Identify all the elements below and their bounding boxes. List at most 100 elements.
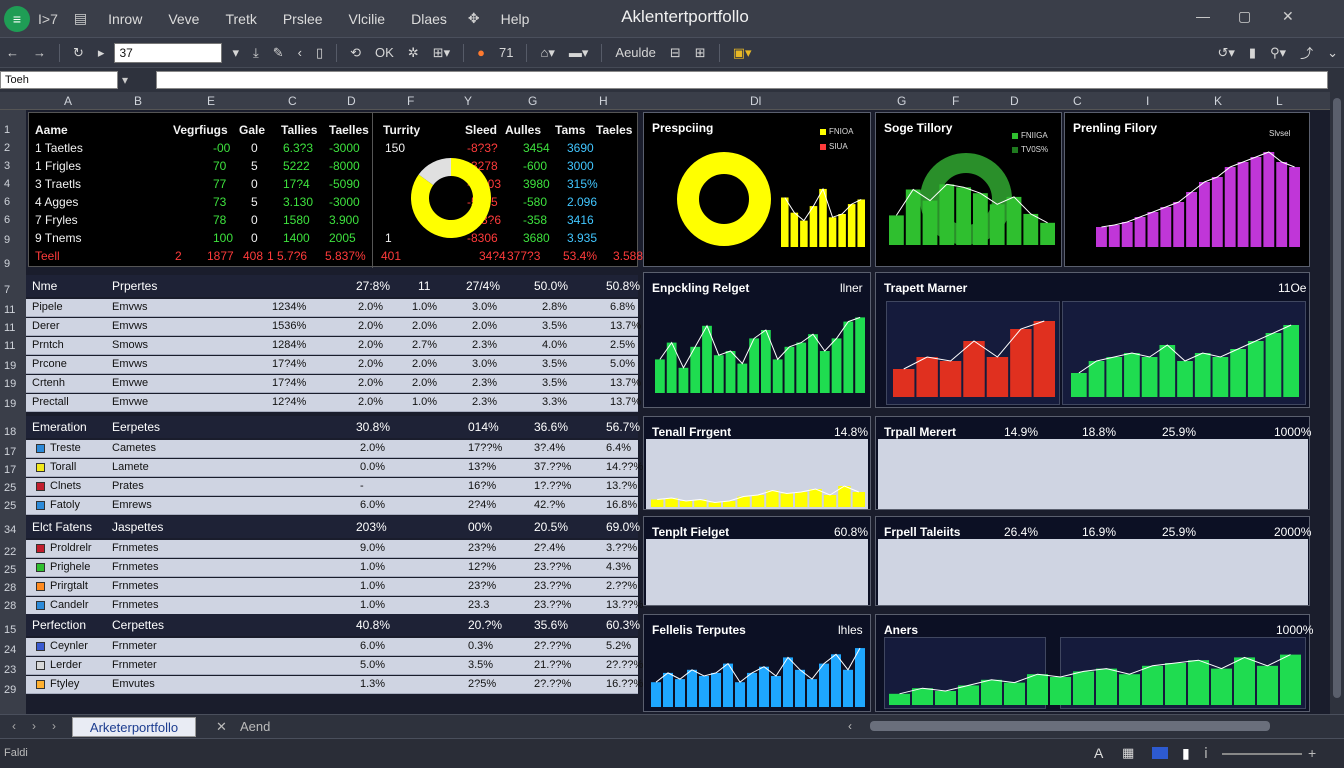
font-size-input[interactable]: 37 <box>114 42 223 63</box>
col-header[interactable]: D <box>347 94 356 108</box>
list-item[interactable]: Prcone Emvws 17?4% 2.0% 2.0% 3.0% 3.5% 5.0% <box>26 356 638 374</box>
zoom-slider[interactable] <box>1222 753 1302 755</box>
row-header[interactable]: 19 <box>4 360 17 372</box>
row-header[interactable]: 15 <box>4 624 17 636</box>
list-item[interactable]: Prirgtalt Frnmetes 1.0% 23?% 23.??% 2.??% <box>26 578 638 596</box>
clipboard-icon[interactable]: ▮ <box>1248 44 1257 60</box>
dropdown-chevron-icon[interactable]: ▾ <box>232 44 239 60</box>
list-item[interactable]: Clnets Prates - 16?% 1?.??% 13.?% <box>26 478 638 496</box>
col-header[interactable]: Dl <box>750 94 762 108</box>
list-item[interactable]: Crtenh Emvwe 17?4% 2.0% 2.0% 2.3% 3.5% 13.7% <box>26 375 641 393</box>
previous-icon[interactable]: ‹ <box>297 45 302 60</box>
share-icon[interactable]: ⤴ <box>1300 46 1314 61</box>
row-header[interactable]: 11 <box>4 322 16 334</box>
row-header[interactable]: 11 <box>4 304 16 316</box>
sheet-tab[interactable]: Aend <box>240 719 271 734</box>
row-header[interactable]: 19 <box>4 398 17 410</box>
col-header[interactable]: K <box>1214 94 1223 108</box>
col-header[interactable]: A <box>64 94 73 108</box>
grid-icon[interactable]: ▤ <box>73 10 88 26</box>
row-header[interactable]: 25 <box>4 500 17 512</box>
col-header[interactable]: L <box>1276 94 1283 108</box>
refresh-icon[interactable]: ⟲ <box>350 44 362 60</box>
row-header[interactable]: 6 <box>4 196 11 208</box>
row-header[interactable]: 9 <box>4 258 11 270</box>
edit-icon[interactable]: ✎ <box>272 44 284 60</box>
font-icon[interactable]: A <box>1094 745 1104 761</box>
forward-icon[interactable]: → <box>33 45 46 60</box>
row-header[interactable]: 9 <box>4 234 11 246</box>
menu-item-1[interactable]: Veve <box>168 10 200 27</box>
menu-item-4[interactable]: Vlcilie <box>348 10 386 27</box>
col-header[interactable]: G <box>528 94 538 108</box>
folder-icon[interactable]: ▬▾ <box>568 44 589 60</box>
tab-scroll-right-icon[interactable]: › <box>32 719 36 733</box>
namebox-chevron-icon[interactable]: ▾ <box>122 73 129 87</box>
color-picker-icon[interactable]: ● <box>477 45 486 60</box>
col-header[interactable]: Y <box>464 94 473 108</box>
row-header[interactable]: 29 <box>4 684 17 696</box>
menu-item-5[interactable]: Dlaes <box>411 10 447 27</box>
row-header[interactable]: 7 <box>4 284 11 296</box>
spreadsheet-grid[interactable]: Aame Vegrfiugs Gale Tallies Taelles Turr… <box>26 110 1330 714</box>
zoom-in-icon[interactable]: + <box>1308 745 1317 761</box>
tab-next-icon[interactable]: › <box>52 719 56 733</box>
list-item[interactable]: Pipele Emvws 1234% 2.0% 1.0% 3.0% 2.8% 6.8% <box>26 299 638 317</box>
undo-icon[interactable]: ↻ <box>73 44 84 60</box>
row-header[interactable]: 18 <box>4 426 17 438</box>
vertical-scrollbar[interactable] <box>1330 92 1344 714</box>
row-header[interactable]: 25 <box>4 564 17 576</box>
row-header[interactable]: 23 <box>4 664 17 676</box>
zoom-out-icon[interactable]: ⅰ <box>1204 745 1208 761</box>
zoom-value[interactable]: 71 <box>499 45 514 60</box>
row-header[interactable]: 3 <box>4 160 11 172</box>
settings-icon[interactable]: ✲ <box>407 44 419 60</box>
row-header[interactable]: 6 <box>4 214 11 226</box>
row-header[interactable]: 11 <box>4 340 16 352</box>
col-header[interactable]: G <box>897 94 907 108</box>
back-icon[interactable]: ← <box>6 45 19 60</box>
horizontal-scrollbar[interactable] <box>870 721 1270 731</box>
row-header[interactable]: 17 <box>4 446 17 458</box>
document-icon[interactable]: ▯ <box>315 44 324 60</box>
row-header[interactable]: 28 <box>4 600 17 612</box>
col-header[interactable]: H <box>599 94 608 108</box>
close-tab-icon[interactable]: ✕ <box>216 719 227 734</box>
ok-button[interactable]: OK <box>375 45 394 60</box>
menu-item-2[interactable]: Tretk <box>225 10 257 27</box>
pin-icon[interactable]: ✥ <box>467 10 480 26</box>
layout-icon[interactable]: ⊞▾ <box>432 44 451 60</box>
col-header[interactable]: F <box>952 94 960 108</box>
list-item[interactable]: Prighele Frnmetes 1.0% 12?% 23.??% 4.3% <box>26 559 638 577</box>
col-header[interactable]: I <box>1146 94 1150 108</box>
user-icon[interactable]: ⚲▾ <box>1270 44 1287 60</box>
list-item[interactable]: Fatoly Emrews 6.0% 2?4% 42.?% 16.8% <box>26 497 638 515</box>
list-item[interactable]: Lerder Frnmeter 5.0% 3.5% 21.??% 2?.??% <box>26 657 643 675</box>
row-header[interactable]: 17 <box>4 464 17 476</box>
close-icon[interactable]: ✕ <box>1282 8 1294 24</box>
redo-icon[interactable]: ▸ <box>97 44 105 60</box>
list-item[interactable]: Treste Cametes 2.0% 17??% 3?.4% 6.4% <box>26 440 638 458</box>
row-header[interactable]: 34 <box>4 524 17 536</box>
menu-prefix[interactable]: I>7 <box>38 10 58 27</box>
row-header[interactable]: 28 <box>4 582 17 594</box>
list-item[interactable]: Proldrelr Frnmetes 9.0% 23?% 2?.4% 3.??% <box>26 540 638 558</box>
tab-scroll-left-icon[interactable]: ‹ <box>12 719 16 733</box>
list-item[interactable]: Ceynler Frnmeter 6.0% 0.3% 2?.??% 5.2% <box>26 638 638 656</box>
shape-icon[interactable]: ⌂▾ <box>540 44 555 60</box>
maximize-icon[interactable]: ▢ <box>1238 8 1252 24</box>
align-button[interactable]: Aeulde <box>615 45 656 60</box>
hscroll-left-icon[interactable]: ‹ <box>848 719 852 733</box>
col-header[interactable]: C <box>288 94 297 108</box>
list-item[interactable]: Torall Lamete 0.0% 13?% 37.??% 14.??% <box>26 459 643 477</box>
col-header[interactable]: E <box>207 94 216 108</box>
menu-item-3[interactable]: Prslee <box>282 10 323 27</box>
download-icon[interactable]: ⤓ <box>252 44 259 60</box>
page-layout-icon[interactable]: ▮ <box>1182 745 1190 761</box>
menu-item-0[interactable]: Inrow <box>108 10 143 27</box>
col-header[interactable]: B <box>134 94 143 108</box>
list-item[interactable]: Derer Emvws 1536% 2.0% 2.0% 2.0% 3.5% 13.7% <box>26 318 641 336</box>
row-header[interactable]: 19 <box>4 378 17 390</box>
normal-view-icon[interactable] <box>1152 747 1168 759</box>
col-header[interactable]: C <box>1073 94 1082 108</box>
